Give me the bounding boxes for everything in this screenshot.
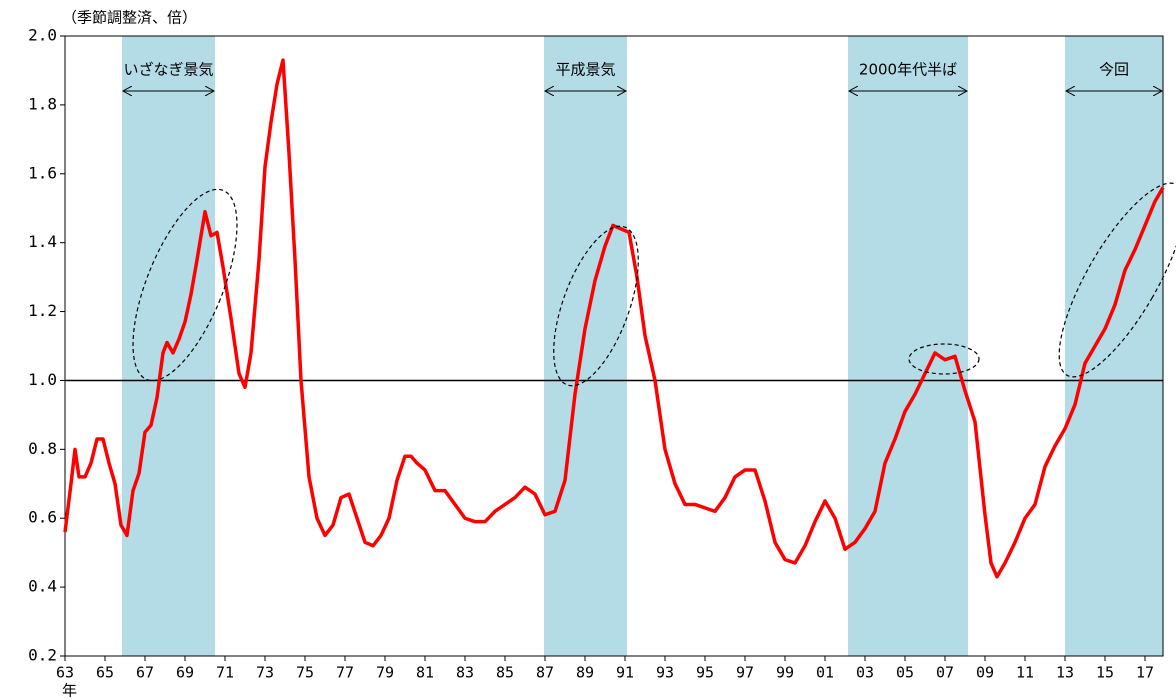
y-tick-label: 1.0 [28,370,57,389]
x-tick-label: 77 [336,664,354,682]
y-tick-label: 0.2 [28,646,57,665]
shaded-period [1065,36,1163,656]
x-tick-label: 71 [216,664,234,682]
x-tick-label: 07 [936,664,954,682]
x-tick-label: 93 [656,664,674,682]
x-axis-label: 年 [62,682,77,699]
highlight-ellipse [132,188,238,382]
shaded-period [544,36,627,656]
x-tick-label: 99 [776,664,794,682]
x-tick-label: 03 [856,664,874,682]
y-tick-label: 2.0 [28,26,57,45]
x-tick-label: 95 [696,664,714,682]
shaded-periods [122,36,1163,656]
x-tick-label: 79 [376,664,394,682]
period-label: 今回 [1099,61,1129,79]
highlight-ellipse [553,225,639,387]
y-tick-label: 0.6 [28,508,57,527]
annotations [132,182,1176,387]
x-tick-label: 73 [256,664,274,682]
x-tick-label: 11 [1016,664,1034,682]
x-tick-label: 85 [496,664,514,682]
x-tick-label: 89 [576,664,594,682]
period-label: 2000年代半ば [859,61,957,79]
x-tick-label: 83 [456,664,474,682]
x-tick-label: 75 [296,664,314,682]
x-tick-label: 69 [176,664,194,682]
x-tick-label: 17 [1136,664,1154,682]
x-tick-label: 65 [96,664,114,682]
x-tick-label: 63 [56,664,74,682]
plot: いざなぎ景気 平成景気 2000年代半ば 今回 0.2 0.4 0.6 0.8 1.0 1.2 1.… [28,26,1165,682]
y-tick-label: 1.2 [28,301,57,320]
highlight-ellipse [908,343,980,375]
plot-frame [64,35,1164,657]
shaded-period [848,36,968,656]
period-label: 平成景気 [555,61,615,79]
y-tick-label: 1.8 [28,94,57,113]
x-tick-label: 67 [136,664,154,682]
x-tick-label: 15 [1096,664,1114,682]
y-tick-label: 0.8 [28,439,57,458]
x-tick-label: 87 [536,664,554,682]
x-tick-label: 97 [736,664,754,682]
data-line [63,58,1165,579]
x-tick-label: 01 [816,664,834,682]
x-tick-label: 13 [1056,664,1074,682]
x-tick-label: 09 [976,664,994,682]
y-tick-label: 1.6 [28,163,57,182]
x-tick-label: 91 [616,664,634,682]
y-tick-label: 1.4 [28,232,57,251]
x-tick-label: 81 [416,664,434,682]
y-unit-label: （季節調整済、倍） [62,9,197,27]
x-tick-label: 05 [896,664,914,682]
highlight-ellipse [1058,182,1176,378]
y-tick-label: 0.4 [28,577,57,596]
period-label: いざなぎ景気 [123,61,213,79]
